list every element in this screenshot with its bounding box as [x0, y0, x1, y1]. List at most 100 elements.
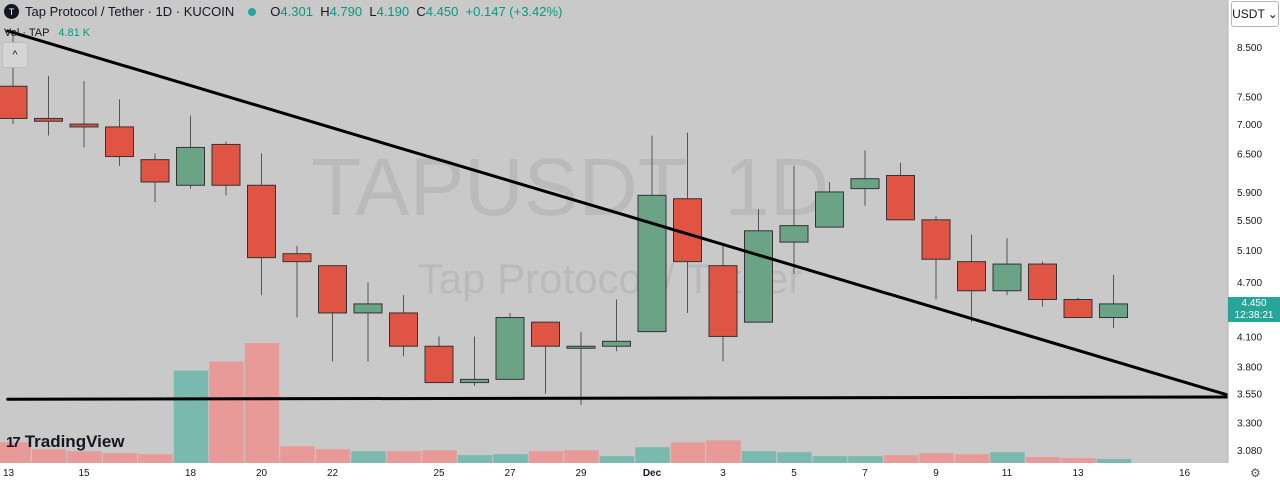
x-tick-label: 18 [185, 468, 197, 479]
y-tick-label: 3.300 [1237, 419, 1262, 430]
candle-body [1063, 298, 1093, 319]
symbol-logo-icon: T [4, 4, 19, 19]
candle-body [1028, 263, 1057, 300]
y-tick-label: 4.700 [1237, 278, 1262, 289]
x-tick-label: 22 [327, 468, 339, 479]
candle-body [0, 85, 28, 119]
ohlc-open-value: 4.301 [280, 4, 313, 19]
x-tick-label: 29 [575, 468, 587, 479]
candle-body [247, 184, 276, 259]
tradingview-wordmark: TradingView [24, 432, 125, 451]
last-price-tag: 4.450 12:38:21 [1228, 297, 1280, 322]
axis-settings-icon[interactable]: ⚙ [1250, 466, 1261, 480]
x-tick-label: 13 [3, 468, 15, 479]
candle-body [211, 143, 241, 186]
price-change: +0.147 (+3.42%) [465, 4, 563, 19]
y-tick-label: 6.500 [1237, 149, 1262, 160]
candle-body [992, 263, 1022, 292]
x-tick-label: 15 [78, 468, 90, 479]
market-status-icon [248, 7, 257, 16]
candle-body [282, 253, 312, 263]
candle-body [779, 225, 809, 243]
candle-body [957, 261, 986, 292]
volume-bar [0, 442, 31, 463]
volume-legend[interactable]: Vol · TAP 4.81 K [4, 27, 90, 39]
time-axis-background [0, 463, 1228, 481]
candle-body [105, 126, 134, 158]
x-tick-label: 11 [1002, 468, 1013, 479]
x-tick-label: 20 [256, 468, 268, 479]
symbol-legend[interactable]: T Tap Protocol / Tether · 1D · KUCOIN O4… [4, 4, 562, 19]
currency-select[interactable]: USDT ⌄ [1231, 1, 1279, 27]
x-tick-label: 3 [720, 468, 726, 479]
tradingview-logo[interactable]: 17 TradingView [6, 432, 125, 452]
symbol-title[interactable]: Tap Protocol / Tether · 1D · KUCOIN [25, 4, 235, 19]
volume-bar [990, 452, 1025, 463]
volume-bar [351, 451, 386, 463]
volume-bar [422, 450, 457, 463]
volume-bar [31, 449, 67, 463]
ohlc-open-key: O [270, 4, 281, 19]
volume-bar [102, 453, 138, 463]
volume-bar [706, 440, 741, 463]
volume-bar [635, 447, 670, 463]
x-tick-label: 27 [504, 468, 516, 479]
candle-body [140, 159, 170, 183]
volume-bar [386, 451, 422, 463]
support-trendline [6, 395, 1236, 401]
volume-bar [954, 454, 990, 463]
candle-body [850, 178, 880, 190]
volume-bar [1096, 459, 1132, 463]
volume-bar [528, 451, 564, 463]
volume-bar [883, 455, 919, 463]
volume-value: 4.81 K [58, 27, 91, 39]
price-axis-background [1228, 0, 1280, 481]
candle-body [744, 230, 773, 323]
bar-countdown: 12:38:21 [1234, 310, 1274, 321]
candle-body [708, 265, 738, 337]
y-tick-label: 7.000 [1237, 120, 1262, 131]
y-tick-label: 3.550 [1237, 390, 1262, 401]
x-tick-label: Dec [643, 468, 662, 479]
x-tick-label: 25 [433, 468, 445, 479]
x-tick-label: 16 [1179, 468, 1191, 479]
currency-label: USDT [1232, 7, 1265, 21]
candle-body [637, 194, 667, 333]
x-tick-label: 13 [1072, 468, 1084, 479]
candle-body [886, 174, 915, 221]
volume-bar [848, 456, 883, 463]
volume-bar [493, 454, 528, 463]
descending-trendline [6, 29, 1236, 399]
volume-bar [919, 453, 954, 463]
x-tick-label: 7 [862, 468, 868, 479]
volume-bar [1025, 457, 1061, 463]
ohlc-readout: O4.301 H4.790 L4.190 C4.450 +0.147 (+3.4… [270, 4, 562, 19]
volume-bar [741, 451, 777, 463]
candle-body [566, 345, 596, 349]
volume-bar [599, 456, 635, 463]
volume-bar [280, 446, 315, 463]
candle-body [495, 317, 525, 380]
collapse-legend-button[interactable]: ^ [2, 42, 28, 68]
y-tick-label: 5.500 [1237, 216, 1262, 227]
tradingview-logo-icon: 17 [6, 433, 21, 451]
y-tick-label: 8.500 [1237, 43, 1262, 54]
volume-bar [1061, 458, 1096, 463]
last-price-value: 4.450 [1241, 298, 1267, 309]
ohlc-low-value: 4.190 [376, 4, 410, 19]
y-tick-label: 3.800 [1237, 363, 1262, 374]
volume-bar [244, 343, 280, 463]
y-tick-label: 4.100 [1237, 332, 1262, 343]
x-tick-label: 9 [933, 468, 939, 479]
ohlc-high-value: 4.790 [329, 4, 363, 19]
volume-bar [457, 455, 493, 463]
candle-body [34, 117, 63, 122]
chevron-up-icon: ^ [12, 49, 18, 61]
volume-bar [138, 454, 173, 463]
y-tick-label: 7.500 [1237, 93, 1262, 104]
candle-body [531, 321, 560, 347]
volume-bar [209, 361, 244, 463]
y-tick-label: 5.900 [1237, 188, 1262, 199]
